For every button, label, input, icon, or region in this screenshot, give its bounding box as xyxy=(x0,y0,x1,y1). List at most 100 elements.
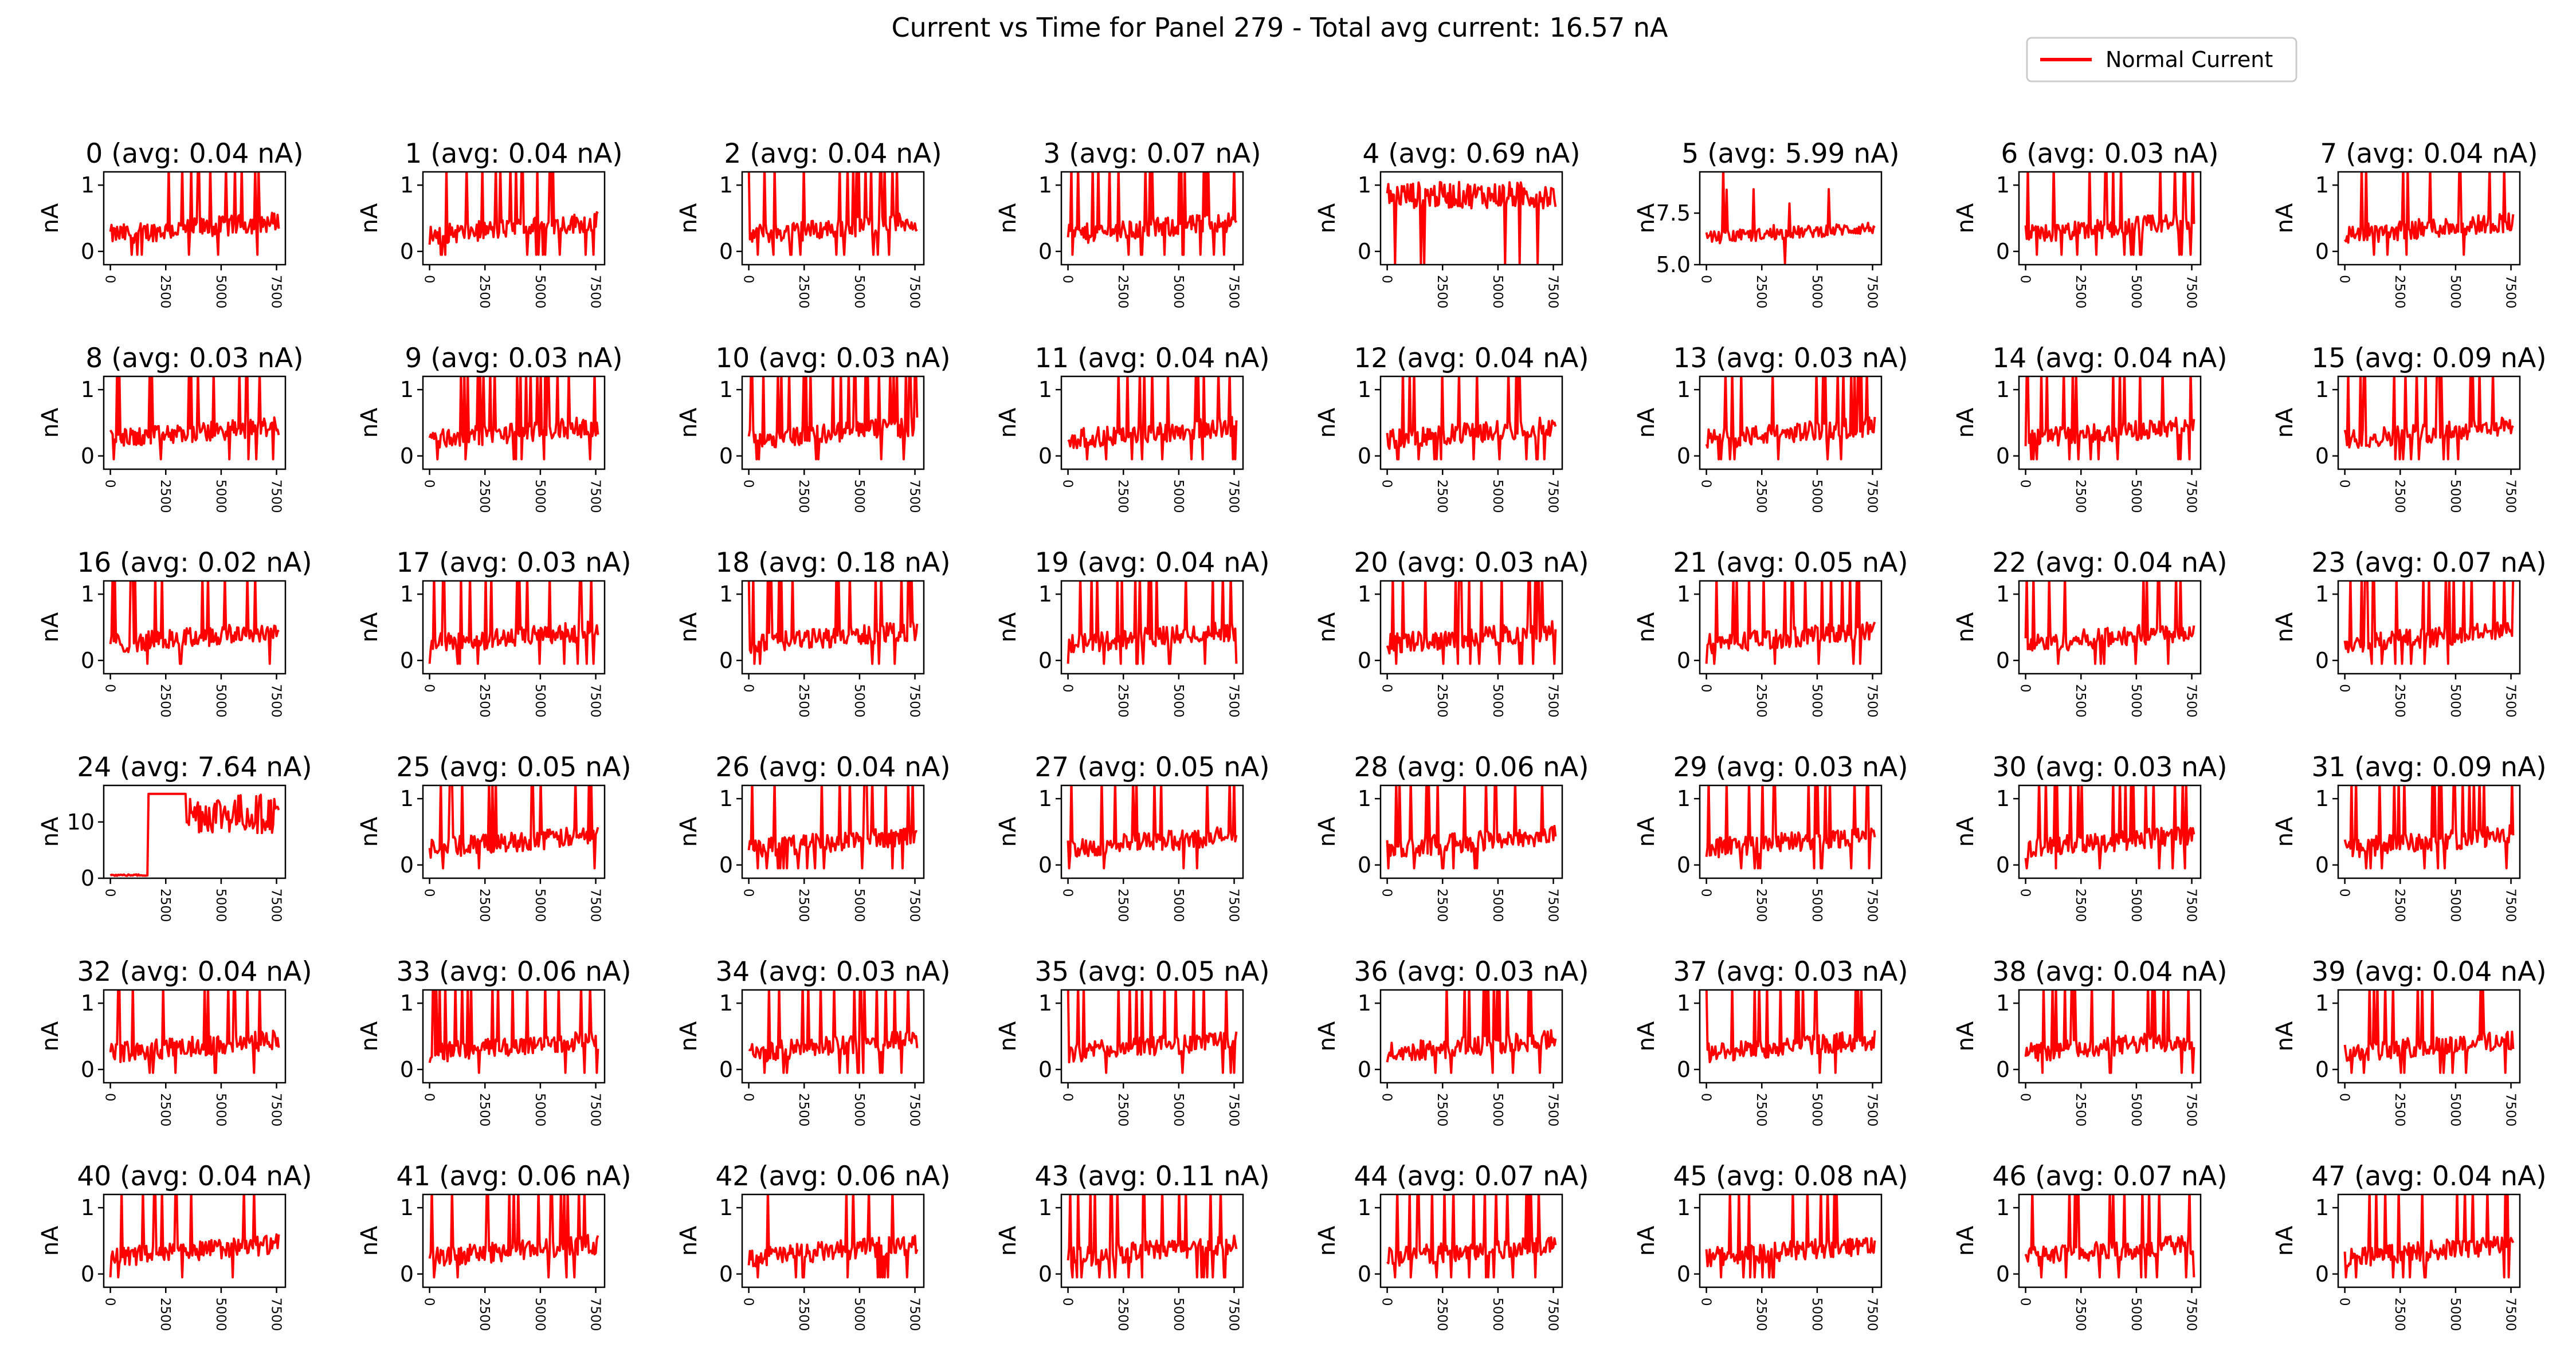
subplot-3: 3 (avg: 0.07 nA) nA 0 1 0 2500 5000 7500 xyxy=(995,138,1261,309)
x-tick-label: 2500 xyxy=(2073,1298,2088,1331)
x-tick-label: 2500 xyxy=(2392,684,2407,718)
axes-frame-14 xyxy=(2018,375,2202,470)
y-axis-label-33: nA xyxy=(356,1021,383,1051)
x-tick-label: 0 xyxy=(1060,275,1075,284)
x-tick-label: 0 xyxy=(1060,479,1075,488)
x-tick-label: 0 xyxy=(741,1093,756,1102)
subplot-2: 2 (avg: 0.04 nA) nA 0 1 0 2500 5000 7500 xyxy=(676,138,942,309)
series-line-39 xyxy=(2343,990,2515,1074)
y-axis-label-0: nA xyxy=(37,203,64,233)
x-tick-label: 2500 xyxy=(2392,1298,2407,1331)
y-tick-label: 5.0 xyxy=(1656,252,1691,277)
y-tick-label: 0 xyxy=(1996,648,2010,673)
x-tick-label: 2500 xyxy=(158,684,172,718)
axes-frame-32 xyxy=(103,989,287,1084)
y-tick-label: 0 xyxy=(1038,1057,1052,1082)
subplot-title-43: 43 (avg: 0.11 nA) xyxy=(1034,1161,1269,1192)
axes-frame-28 xyxy=(1379,784,1563,879)
x-tick-label: 7500 xyxy=(2503,684,2518,718)
y-axis-label-8: nA xyxy=(37,407,64,438)
subplot-title-42: 42 (avg: 0.06 nA) xyxy=(715,1161,950,1192)
series-line-31 xyxy=(2343,785,2515,870)
axes-frame-34 xyxy=(741,989,925,1084)
y-tick-label: 1 xyxy=(400,991,414,1016)
x-tick-label: 7500 xyxy=(1226,1093,1241,1127)
y-tick-label: 0 xyxy=(400,239,414,264)
subplot-title-25: 25 (avg: 0.05 nA) xyxy=(396,752,631,783)
x-tick-label: 7500 xyxy=(1546,1298,1561,1331)
x-tick-label: 0 xyxy=(1379,889,1394,897)
x-tick-label: 7500 xyxy=(1226,684,1241,718)
axes-frame-37 xyxy=(1699,989,1883,1084)
subplot-23: 23 (avg: 0.07 nA) nA 0 1 0 2500 5000 7500 xyxy=(2272,547,2547,718)
y-tick-label: 1 xyxy=(1358,377,1371,402)
x-tick-label: 7500 xyxy=(588,889,603,922)
x-tick-label: 0 xyxy=(1379,1298,1394,1306)
x-tick-label: 5000 xyxy=(852,479,866,513)
y-tick-label: 0 xyxy=(2315,852,2329,878)
x-tick-label: 0 xyxy=(741,275,756,284)
x-tick-label: 5000 xyxy=(1809,1093,1824,1127)
y-axis-label-29: nA xyxy=(1633,816,1660,847)
y-axis-label-32: nA xyxy=(37,1021,64,1051)
axes-frame-38 xyxy=(2018,989,2202,1084)
axes-frame-17 xyxy=(422,580,606,675)
axes-frame-41 xyxy=(422,1193,606,1288)
y-axis-label-45: nA xyxy=(1633,1225,1660,1256)
x-tick-label: 0 xyxy=(1060,1093,1075,1102)
x-tick-label: 7500 xyxy=(907,684,922,718)
y-tick-label: 1 xyxy=(1677,991,1691,1016)
x-tick-label: 7500 xyxy=(269,889,284,922)
x-tick-label: 7500 xyxy=(907,1298,922,1331)
x-tick-label: 0 xyxy=(1699,275,1714,284)
x-tick-label: 5000 xyxy=(2448,479,2463,513)
x-tick-label: 0 xyxy=(2337,275,2352,284)
subplot-title-5: 5 (avg: 5.99 nA) xyxy=(1681,138,1899,170)
x-tick-label: 2500 xyxy=(796,889,811,922)
y-tick-label: 1 xyxy=(2315,581,2329,607)
axes-frame-44 xyxy=(1379,1193,1563,1288)
series-line-34 xyxy=(748,990,919,1074)
x-tick-label: 2500 xyxy=(477,1298,492,1331)
x-tick-label: 2500 xyxy=(796,1298,811,1331)
x-tick-label: 7500 xyxy=(1226,275,1241,309)
y-axis-label-16: nA xyxy=(37,612,64,642)
subplot-40: 40 (avg: 0.04 nA) nA 0 1 0 2500 5000 7500 xyxy=(37,1161,312,1331)
x-tick-label: 0 xyxy=(1060,889,1075,897)
series-line-45 xyxy=(1705,1194,1876,1279)
x-tick-label: 2500 xyxy=(1434,1298,1449,1331)
subplot-18: 18 (avg: 0.18 nA) nA 0 1 0 2500 5000 7500 xyxy=(676,547,951,718)
axes-frame-27 xyxy=(1060,784,1244,879)
x-tick-label: 7500 xyxy=(1226,479,1241,513)
y-axis-label-14: nA xyxy=(1952,407,1979,438)
y-tick-label: 0 xyxy=(81,239,95,264)
subplot-title-23: 23 (avg: 0.07 nA) xyxy=(2311,547,2546,579)
subplot-8: 8 (avg: 0.03 nA) nA 0 1 0 2500 5000 7500 xyxy=(37,343,304,513)
subplot-9: 9 (avg: 0.03 nA) nA 0 1 0 2500 5000 7500 xyxy=(356,343,623,513)
y-tick-label: 1 xyxy=(1038,786,1052,811)
x-tick-label: 2500 xyxy=(1434,275,1449,309)
x-tick-label: 0 xyxy=(422,1093,437,1102)
series-line-30 xyxy=(2024,785,2195,870)
y-tick-label: 0 xyxy=(1677,443,1691,469)
y-tick-label: 0 xyxy=(1358,648,1371,673)
subplot-20: 20 (avg: 0.03 nA) nA 0 1 0 2500 5000 7500 xyxy=(1314,547,1589,718)
y-tick-label: 1 xyxy=(2315,1195,2329,1220)
y-axis-label-7: nA xyxy=(2272,203,2298,233)
y-tick-label: 0 xyxy=(1996,1261,2010,1287)
axes-frame-31 xyxy=(2337,784,2521,879)
y-axis-label-3: nA xyxy=(995,203,1021,233)
x-tick-label: 5000 xyxy=(532,275,547,309)
axes-frame-16 xyxy=(103,580,287,675)
subplot-title-27: 27 (avg: 0.05 nA) xyxy=(1034,752,1269,783)
subplot-title-24: 24 (avg: 7.64 nA) xyxy=(77,752,312,783)
y-tick-label: 1 xyxy=(81,991,95,1016)
series-line-26 xyxy=(747,785,918,870)
subplot-19: 19 (avg: 0.04 nA) nA 0 1 0 2500 5000 7500 xyxy=(995,547,1270,718)
subplot-title-21: 21 (avg: 0.05 nA) xyxy=(1673,547,1908,579)
subplot-14: 14 (avg: 0.04 nA) nA 0 1 0 2500 5000 7500 xyxy=(1952,343,2228,513)
subplot-title-1: 1 (avg: 0.04 nA) xyxy=(405,138,622,170)
series-line-16 xyxy=(109,581,280,665)
x-tick-label: 2500 xyxy=(2392,889,2407,922)
y-tick-label: 1 xyxy=(1677,581,1691,607)
